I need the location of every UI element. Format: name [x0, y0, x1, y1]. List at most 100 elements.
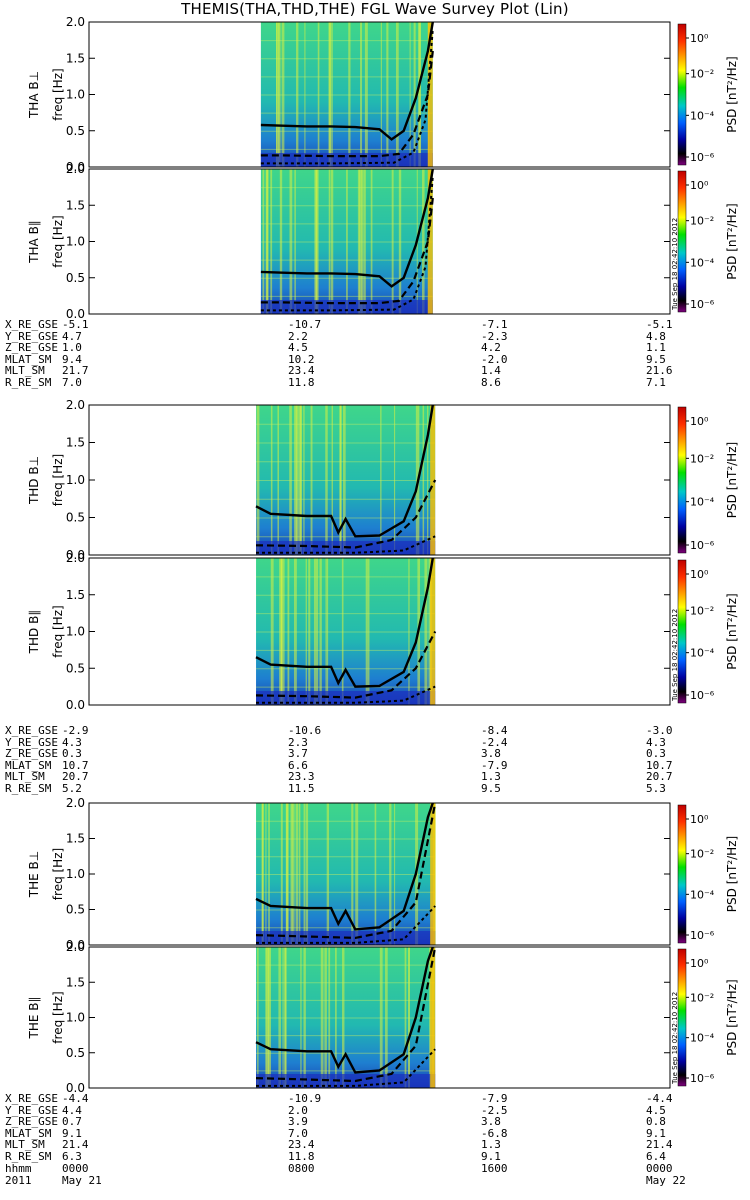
spectral-streak [374, 803, 377, 945]
spectral-streak [331, 405, 333, 555]
ephemeris-value: -4.4 [646, 1092, 673, 1105]
ephemeris-row: Z_RE_GSE 1.0 4.5 4.2 1.1 [0, 342, 750, 354]
ephemeris-label: R_RE_SM [5, 1149, 52, 1163]
spectral-streak [355, 803, 359, 945]
ephemeris-row: MLAT_SM 10.7 6.6 -7.9 10.7 [0, 760, 750, 772]
spectral-streak [329, 22, 331, 167]
colorbar-tick-label: 10⁰ [690, 957, 709, 970]
spectral-band [260, 187, 433, 189]
ephemeris-value: 6.4 [646, 1149, 666, 1163]
spectral-streak [380, 22, 382, 167]
spectral-band [260, 40, 433, 42]
spectral-streak [428, 558, 431, 705]
spectral-streak [408, 947, 410, 1088]
spectral-streak [341, 558, 344, 705]
y-axis-label: freq [Hz] [51, 991, 65, 1043]
ephemeris-table: X_RE_GSE -5.1 -10.7 -7.1 -5.1 Y_RE_GSE 4.7 2.2 -… [0, 319, 750, 389]
spectral-streak [409, 22, 411, 167]
colorbar [677, 406, 687, 554]
spectral-streak [424, 558, 428, 705]
edge-streak [430, 558, 436, 705]
y-tick-label: 0.0 [66, 307, 85, 321]
y-tick-label: 0.5 [66, 903, 85, 917]
ephemeris-label: Z_RE_GSE [5, 341, 58, 355]
colorbar-tick-label: 10⁻⁶ [690, 1072, 715, 1085]
ephemeris-value: 9.5 [646, 352, 666, 366]
spectral-band [260, 94, 433, 96]
y-axis-label: freq [Hz] [51, 848, 65, 900]
ephemeris-label: X_RE_GSE [5, 1092, 58, 1105]
spectral-streak [419, 22, 421, 167]
spectral-streak [296, 405, 299, 555]
ephemeris-row: MLAT_SM 9.4 10.2 -2.0 9.5 [0, 354, 750, 366]
y-tick-label: 0.0 [66, 698, 85, 712]
spectral-band [256, 1070, 436, 1072]
ephemeris-row: Y_RE_GSE 4.4 2.0 -2.5 4.5 [0, 1103, 750, 1117]
spectral-streak [408, 558, 410, 705]
ephemeris-row: R_RE_SM 6.3 11.8 9.1 6.4 [0, 1151, 750, 1163]
ephemeris-value: 1.4 [481, 364, 501, 378]
ephemeris-value: -2.5 [481, 1103, 508, 1117]
colorbar-label: PSD [nT²/Hz] [725, 979, 739, 1055]
ephemeris-value: -10.9 [288, 1092, 322, 1105]
spectral-streak [357, 169, 361, 314]
ephemeris-row: R_RE_SM 7.0 11.8 8.6 7.1 [0, 377, 750, 389]
spectral-streak [335, 947, 337, 1088]
ephemeris-row: X_RE_GSE -4.4 -10.9 -7.9 -4.4 [0, 1093, 750, 1105]
spectral-streak [386, 22, 389, 167]
spectral-band [260, 76, 433, 78]
y-tick-label: 1.0 [66, 88, 85, 102]
spectral-streak [281, 22, 285, 167]
spectral-band [260, 277, 433, 279]
ephemeris-label: Y_RE_GSE [5, 1103, 58, 1117]
time-tick-label: 0000 [646, 1162, 673, 1175]
time-tick-label: 0000 [62, 1162, 89, 1175]
ephemeris-value: 3.7 [288, 747, 308, 761]
ephemeris-label: R_RE_SM [5, 375, 52, 389]
ephemeris-value: 1.3 [481, 1138, 501, 1152]
oxygen-gyrofrequency-line [260, 176, 434, 312]
ephemeris-value: 5.3 [646, 781, 666, 795]
spectral-band [256, 686, 436, 688]
render-timestamp: Tue Sep 18 02:42:10 2012 [671, 217, 679, 310]
date-tick-label: May 22 [646, 1173, 686, 1187]
spectral-band [260, 223, 433, 225]
colorbar-tick-label: 10⁻⁴ [690, 256, 715, 269]
spectral-streak [265, 947, 268, 1088]
colorbar-label: PSD [nT²/Hz] [725, 203, 739, 279]
ephemeris-value: 21.4 [62, 1138, 89, 1152]
spectral-streak [270, 558, 274, 705]
edge-streak [430, 803, 436, 945]
spectral-band [256, 594, 436, 596]
ephemeris-value: 7.0 [288, 1126, 308, 1140]
spectral-streak [314, 169, 318, 314]
ephemeris-value: 4.7 [62, 329, 82, 343]
spectral-streak [422, 405, 425, 555]
ephemeris-value: 9.5 [481, 781, 501, 795]
spectral-streak [270, 405, 273, 555]
ephemeris-value: 23.4 [288, 1138, 315, 1152]
spectral-streak [287, 558, 290, 705]
ephemeris-value: 0.3 [62, 747, 82, 761]
spectral-band [256, 649, 436, 651]
ephemeris-label: X_RE_GSE [5, 724, 58, 737]
ephemeris-value: 4.2 [481, 341, 501, 355]
spectral-band [256, 480, 436, 481]
y-axis-label: freq [Hz] [51, 454, 65, 506]
spectral-streak [305, 558, 307, 705]
ephemeris-table: X_RE_GSE -2.9 -10.6 -8.4 -3.0 Y_RE_GSE 4.3 2.3 -… [0, 725, 750, 795]
colorbar-tick-label: 10⁻⁶ [690, 929, 715, 942]
colorbar-tick-label: 10⁻² [690, 991, 714, 1004]
ephemeris-value: 10.2 [288, 352, 315, 366]
spectral-streak [320, 947, 324, 1088]
ephemeris-value: 9.1 [481, 1149, 501, 1163]
spectral-band [256, 423, 436, 425]
y-tick-label: 0.5 [66, 1046, 85, 1060]
spectral-band [256, 891, 436, 893]
y-tick-label: 0.5 [66, 511, 85, 525]
spectral-band [256, 442, 436, 444]
ephemeris-value: 21.4 [646, 1138, 673, 1152]
ephemeris-value: 4.5 [288, 341, 308, 355]
ephemeris-value: -4.4 [62, 1092, 89, 1105]
ephemeris-row: R_RE_SM 5.2 11.5 9.5 5.3 [0, 783, 750, 795]
